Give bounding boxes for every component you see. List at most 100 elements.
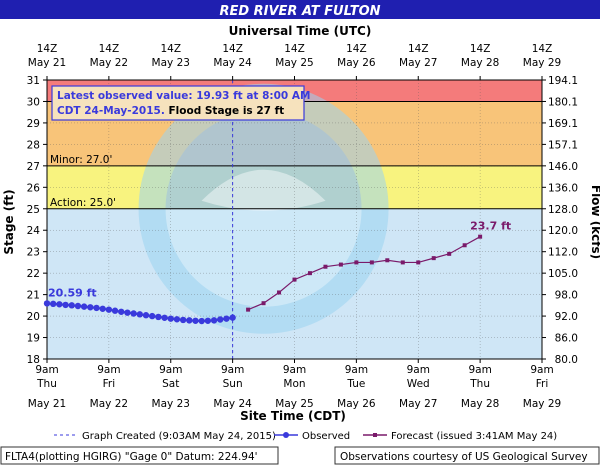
y-tick-label: 27 <box>27 161 40 173</box>
y-tick-label: 18 <box>27 354 40 366</box>
forecast-point <box>431 256 436 261</box>
y-tick-label: 24 <box>27 225 41 237</box>
observed-point <box>118 308 125 315</box>
observed-point <box>130 310 137 317</box>
utc-tick-date: May 22 <box>90 57 128 69</box>
flow-tick-label: 157.1 <box>548 139 578 151</box>
observed-point <box>62 301 69 309</box>
forecast-line <box>247 236 481 311</box>
utc-tick-date: May 25 <box>275 57 313 69</box>
observed-point <box>192 317 199 324</box>
site-tick-time: 9am <box>221 364 244 376</box>
site-tick-time: 9am <box>35 364 58 376</box>
site-tick-day: Thu <box>469 378 490 390</box>
utc-tick-date: May 23 <box>152 57 190 69</box>
observed-point <box>179 316 187 324</box>
observed-point <box>142 312 150 319</box>
site-tick-day: Fri <box>103 378 116 390</box>
latest-observed-annotation: Latest observed value: 19.93 ft at 8:00 … <box>51 85 310 121</box>
forecast-point <box>447 251 452 256</box>
annotation-flood-stage: Flood Stage is 27 ft <box>165 105 284 117</box>
forecast-point <box>400 260 405 265</box>
legend-observed-marker <box>283 432 289 438</box>
flow-tick-label: 98.0 <box>555 290 578 302</box>
observed-point <box>56 301 63 308</box>
flow-tick-label: 128.0 <box>548 204 578 216</box>
observed-point <box>229 314 236 321</box>
forecast-point <box>338 262 343 267</box>
observed-point <box>167 315 174 322</box>
y-tick-label: 23 <box>27 247 40 259</box>
site-tick-time: 9am <box>345 364 368 376</box>
site-tick-date: May 27 <box>399 398 437 410</box>
utc-tick-date: May 21 <box>28 57 66 69</box>
annotation-box <box>51 85 305 121</box>
y-tick-label: 31 <box>27 75 40 87</box>
observed-point <box>74 302 82 310</box>
left-axis-title: Stage (ft) <box>2 189 16 254</box>
forecast-point <box>354 260 359 265</box>
footer-right-box <box>334 446 600 465</box>
site-tick-date: May 24 <box>213 398 252 410</box>
forecast-point <box>246 307 251 312</box>
site-tick-date: May 22 <box>90 398 128 410</box>
annotation-date: CDT 24-May-2015. <box>57 105 165 117</box>
title-bar <box>0 0 600 19</box>
utc-tick-time: 14Z <box>346 43 367 55</box>
forecast-point <box>416 260 421 265</box>
observed-point <box>161 314 168 321</box>
noaa-watermark-top <box>165 110 362 209</box>
observed-point <box>80 303 88 310</box>
forecast-point <box>277 290 282 295</box>
site-tick-day: Sun <box>223 378 243 390</box>
legend: Graph Created (9:03AM May 24, 2015) Obse… <box>54 431 557 442</box>
observed-point <box>93 304 100 312</box>
flow-tick-label: 136.0 <box>548 182 578 194</box>
footer-left-box <box>0 446 279 465</box>
observed-point <box>68 302 75 309</box>
forecast-point <box>307 271 312 276</box>
flow-tick-label: 120.0 <box>548 225 578 237</box>
site-tick-date: May 26 <box>337 398 376 410</box>
utc-tick-time: 14Z <box>37 43 58 55</box>
flow-tick-label: 180.1 <box>548 96 578 108</box>
site-tick-date: May 25 <box>275 398 313 410</box>
observed-point <box>49 300 57 308</box>
flow-tick-label: 80.0 <box>555 354 578 366</box>
site-tick-day: Mon <box>283 378 305 390</box>
utc-tick-time: 14Z <box>408 43 429 55</box>
site-tick-time: 9am <box>283 364 306 376</box>
observed-point <box>111 307 119 314</box>
site-tick-day: Fri <box>536 378 549 390</box>
threshold-label: Action: 25.0' <box>50 197 116 209</box>
utc-tick-date: May 27 <box>399 57 437 69</box>
utc-tick-date: May 29 <box>523 57 561 69</box>
observed-point <box>217 316 224 323</box>
flow-tick-label: 92.0 <box>555 311 578 323</box>
utc-tick-time: 14Z <box>222 43 243 55</box>
y-tick-label: 21 <box>27 290 40 302</box>
observed-point <box>87 304 94 311</box>
observed-point <box>105 306 113 313</box>
flow-tick-label: 194.1 <box>548 75 578 87</box>
utc-tick-date: May 26 <box>337 57 376 69</box>
observed-point <box>210 317 218 324</box>
threshold-label: Minor: 27.0' <box>50 154 112 166</box>
y-tick-label: 26 <box>27 182 41 194</box>
utc-tick-date: May 24 <box>213 57 252 69</box>
observed-point <box>204 317 212 324</box>
observed-point <box>155 313 162 321</box>
right-axis-title: Flow (kcfs) <box>589 185 600 259</box>
observed-point <box>198 317 205 325</box>
legend-observed-label: Observed <box>302 431 350 442</box>
bottom-axis-title: Site Time (CDT) <box>240 409 346 423</box>
observed-point <box>173 316 181 323</box>
site-tick-day: Wed <box>407 378 430 390</box>
top-axis-title: Universal Time (UTC) <box>229 24 372 38</box>
annotation-line-1: Latest observed value: 19.93 ft at 8:00 … <box>57 90 310 102</box>
legend-forecast-marker <box>373 433 377 437</box>
y-tick-label: 28 <box>27 139 40 151</box>
forecast-last-label: 23.7 ft <box>470 220 511 233</box>
footer-right-text: Observations courtesy of US Geological S… <box>340 451 588 463</box>
observed-point <box>124 309 131 316</box>
